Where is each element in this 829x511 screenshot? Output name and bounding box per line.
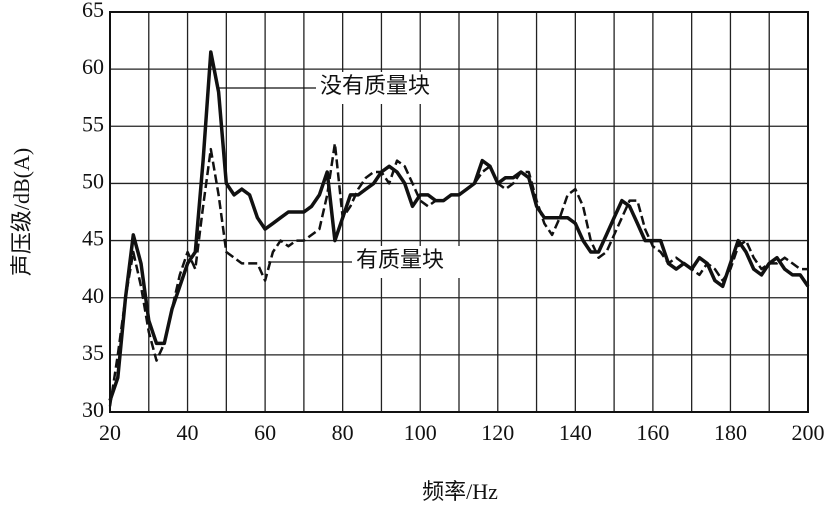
y-tick-label: 50 [82, 168, 104, 193]
x-tick-label: 200 [792, 420, 825, 445]
legend-label: 有质量块 [356, 247, 444, 272]
x-tick-label: 140 [559, 420, 592, 445]
y-tick-label: 65 [82, 0, 104, 22]
y-tick-label: 55 [82, 111, 104, 136]
legend-bg [318, 72, 453, 104]
y-tick-label: 30 [82, 397, 104, 422]
x-tick-label: 160 [636, 420, 669, 445]
y-tick-label: 60 [82, 54, 104, 79]
x-axis-label: 频率/Hz [422, 479, 498, 504]
y-axis-label: 声压级/dB(A) [9, 148, 34, 276]
x-tick-label: 180 [714, 420, 747, 445]
series-line [108, 142, 808, 407]
x-tick-label: 120 [481, 420, 514, 445]
legend-bg [354, 246, 489, 278]
legend-label: 没有质量块 [320, 73, 430, 98]
plot-frame [109, 11, 809, 413]
x-tick-label: 100 [404, 420, 437, 445]
x-tick-label: 20 [99, 420, 121, 445]
y-tick-label: 40 [82, 283, 104, 308]
x-tick-label: 40 [177, 420, 199, 445]
y-tick-label: 45 [82, 226, 104, 251]
y-tick-label: 35 [82, 340, 104, 365]
x-tick-label: 80 [332, 420, 354, 445]
x-tick-label: 60 [254, 420, 276, 445]
